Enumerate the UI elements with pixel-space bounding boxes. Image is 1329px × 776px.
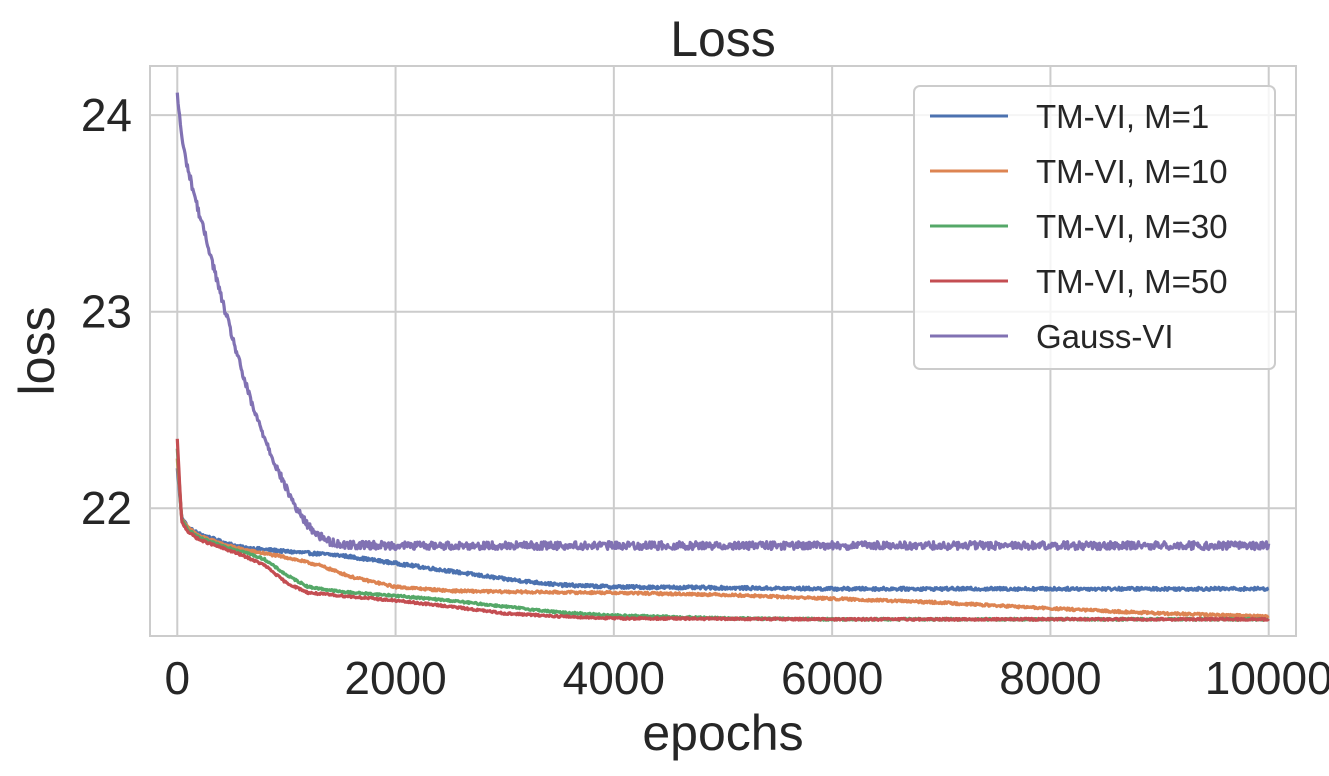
- legend-entry-label: TM-VI, M=30: [1036, 208, 1228, 245]
- y-tick-label: 24: [81, 89, 132, 141]
- x-tick-label: 0: [164, 652, 190, 704]
- y-tick-label: 22: [81, 482, 132, 534]
- y-tick-label: 23: [81, 286, 132, 338]
- x-tick-label: 6000: [781, 652, 883, 704]
- series-layer: [175, 92, 1271, 622]
- chart-title: Loss: [670, 11, 776, 67]
- series-line-tm-vi-m-50: [175, 438, 1270, 622]
- series-line-tm-vi-m-1: [175, 468, 1270, 592]
- legend: TM-VI, M=1 TM-VI, M=10 TM-VI, M=30 TM-VI…: [913, 85, 1276, 370]
- legend-entry-label: TM-VI, M=50: [1036, 263, 1228, 300]
- y-tick-labels: 22 23 24: [81, 89, 132, 534]
- x-tick-label: 10000: [1205, 652, 1329, 704]
- series-line-gauss-vi: [175, 92, 1271, 552]
- legend-entry-label: Gauss-VI: [1036, 318, 1174, 355]
- legend-box: [913, 85, 1276, 370]
- series-line-tm-vi-m-10: [175, 458, 1270, 619]
- legend-entry-label: TM-VI, M=1: [1036, 98, 1209, 135]
- plot-frame: [149, 65, 1297, 637]
- x-tick-label: 8000: [999, 652, 1101, 704]
- x-axis-label: epochs: [642, 705, 803, 761]
- x-tick-label: 4000: [563, 652, 665, 704]
- x-tick-label: 2000: [344, 652, 446, 704]
- y-axis-label: loss: [9, 307, 65, 396]
- legend-entry-label: TM-VI, M=10: [1036, 153, 1228, 190]
- x-tick-labels: 0 2000 4000 6000 8000 10000: [164, 652, 1329, 704]
